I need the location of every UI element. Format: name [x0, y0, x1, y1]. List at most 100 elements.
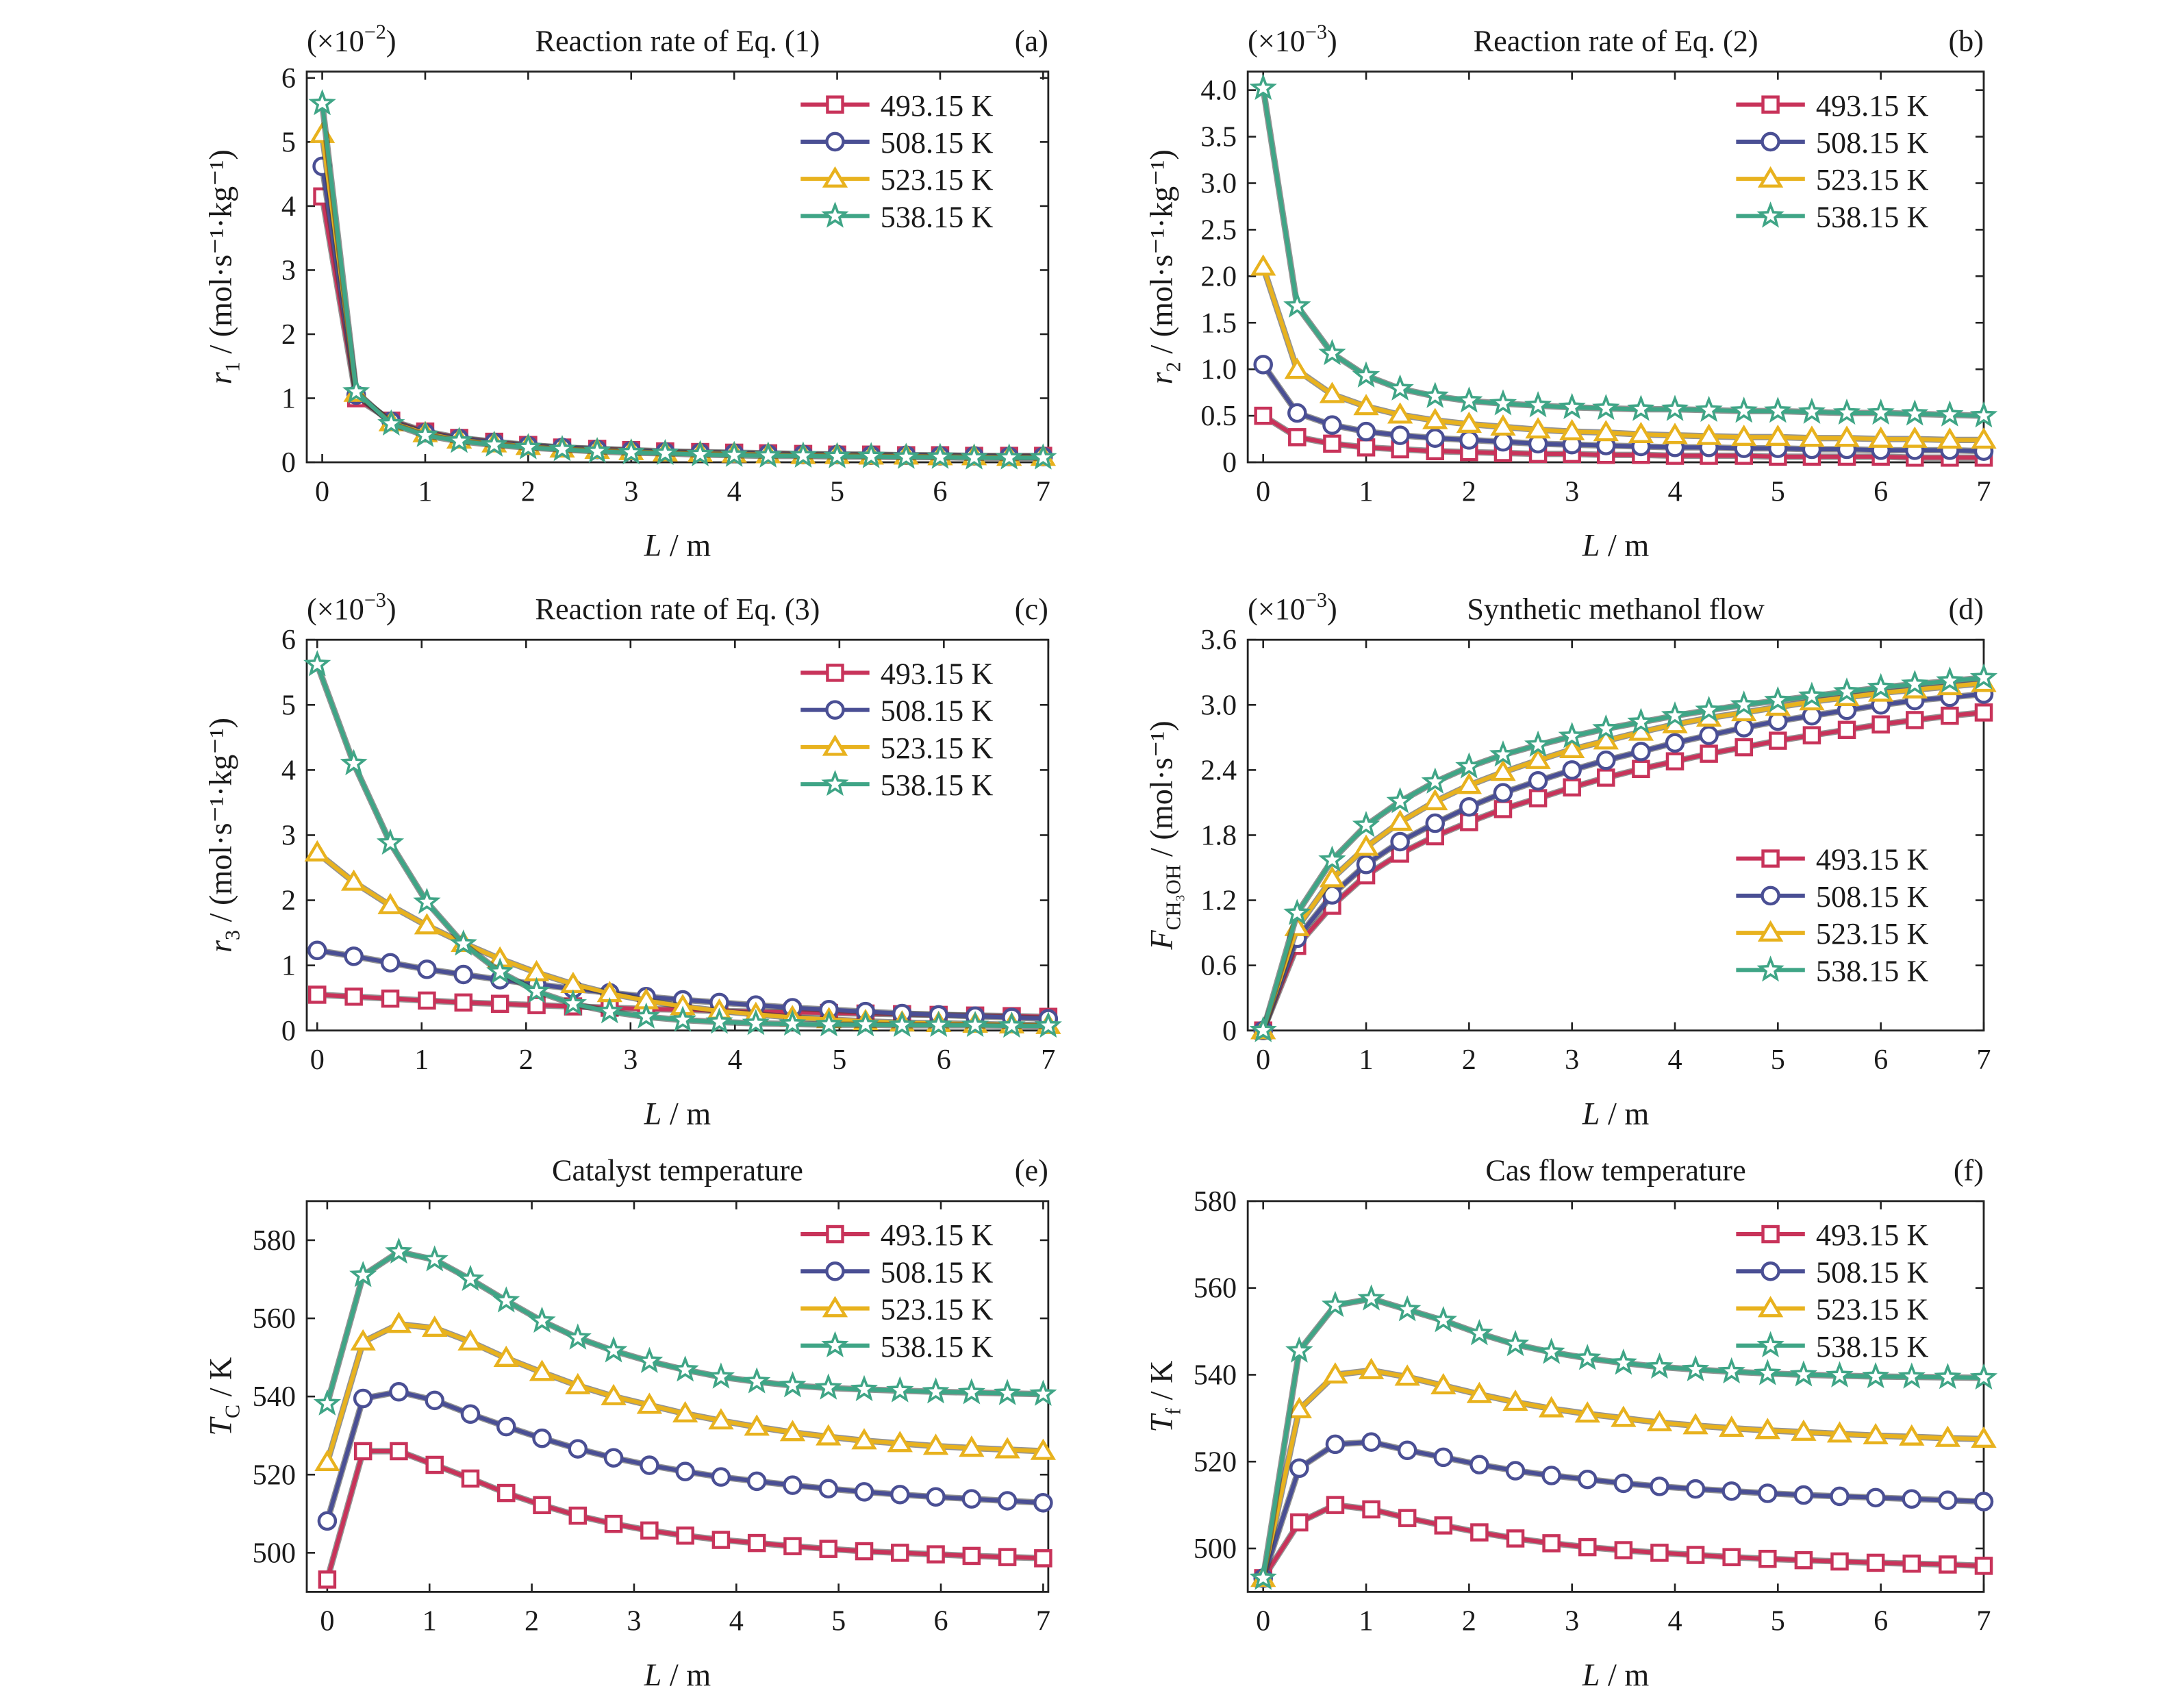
y-tick-label: 2 [281, 885, 296, 917]
data-point [1490, 414, 1516, 436]
series-493-15-K [1254, 406, 1993, 467]
data-point [425, 1390, 444, 1411]
data-point [390, 1442, 408, 1461]
data-point [1465, 1318, 1493, 1346]
y-tick-label: 1.2 [1200, 885, 1237, 917]
data-point [994, 1437, 1020, 1459]
data-point [1682, 1413, 1708, 1435]
data-point [1358, 1357, 1385, 1379]
data-point [1798, 397, 1826, 424]
legend-marker [1757, 920, 1784, 942]
data-point [603, 1448, 624, 1468]
data-point [1867, 673, 1895, 699]
chart-panel-e: 0 1 2 3 4 5 6 7 500 520 540 560 580 Catalyst temperat… [203, 1154, 1057, 1692]
data-point [1362, 1500, 1380, 1519]
data-point [789, 441, 818, 468]
legend-label: 523.15 K [881, 1293, 994, 1327]
data-point [1719, 1416, 1745, 1437]
data-point [461, 1469, 480, 1488]
series-508-15-K [1253, 1432, 1994, 1588]
data-point [1506, 1529, 1525, 1548]
data-point [313, 1389, 342, 1416]
y-axis-subscript: 2 [1162, 362, 1185, 372]
series-line [1261, 363, 1984, 453]
data-point [926, 1487, 946, 1507]
data-point [1254, 406, 1272, 425]
data-point [307, 985, 327, 1004]
data-point [1433, 1447, 1454, 1468]
chart-title: Reaction rate of Eq. (1) [535, 24, 820, 58]
series-523-15-K [314, 1311, 1057, 1472]
data-point [961, 1489, 982, 1509]
legend-label: 538.15 K [881, 1330, 994, 1364]
x-tick-label: 3 [1565, 1605, 1579, 1637]
chart-title: Synthetic methanol flow [1467, 592, 1765, 626]
multiplier-base: (×10 [1248, 24, 1305, 58]
x-tick-label: 6 [1874, 1605, 1888, 1637]
legend-marker [1756, 201, 1784, 228]
x-tick-label: 1 [414, 1044, 429, 1076]
data-point [599, 1336, 628, 1363]
data-point [1542, 1534, 1561, 1553]
y-tick-label: 5 [281, 689, 296, 721]
x-axis-symbol: L [1582, 528, 1600, 563]
x-tick-label: 5 [1771, 475, 1785, 507]
data-point [675, 1461, 695, 1481]
legend-label: 493.15 K [1816, 89, 1929, 123]
data-point [1319, 381, 1346, 403]
x-tick-label: 7 [1976, 1605, 1991, 1637]
x-tick-label: 4 [1667, 1605, 1682, 1637]
data-point [814, 1373, 842, 1400]
data-point [823, 442, 851, 468]
legend-marker [1761, 1225, 1780, 1244]
data-point [314, 1449, 340, 1472]
data-point [1717, 1357, 1745, 1384]
series-line [320, 196, 1044, 458]
x-tick-label: 6 [933, 1605, 948, 1637]
x-tick-label: 1 [422, 1605, 437, 1637]
data-point [1661, 394, 1689, 421]
y-axis-subscript: CH₃OH [1162, 864, 1185, 930]
x-tick-label: 0 [315, 475, 329, 507]
multiplier-close: ) [1327, 24, 1337, 58]
data-point [1357, 1284, 1385, 1311]
data-point [318, 1570, 337, 1589]
data-point [1455, 386, 1483, 413]
y-tick-label: 0 [281, 1015, 296, 1047]
data-point [340, 869, 367, 891]
data-point [496, 1416, 516, 1437]
legend-marker [822, 1296, 848, 1318]
data-point [1528, 770, 1548, 791]
data-point [1939, 1555, 1957, 1574]
data-point [1460, 813, 1478, 831]
data-point [529, 1359, 555, 1381]
legend-label: 493.15 K [881, 89, 994, 123]
x-axis-unit: / m [661, 528, 711, 563]
axis-multiplier: (×10−3) [307, 588, 396, 626]
legend-label: 508.15 K [1816, 880, 1929, 914]
axis-multiplier: (×10−3) [1248, 588, 1337, 626]
x-tick-label: 2 [521, 475, 535, 507]
series-493-15-K [1254, 703, 1993, 1040]
legend-label: 523.15 K [881, 163, 994, 197]
data-point [1941, 706, 1959, 725]
x-tick-label: 4 [729, 1605, 744, 1637]
data-point [1826, 1421, 1853, 1443]
data-point [445, 427, 473, 453]
x-tick-label: 6 [1874, 475, 1888, 507]
data-point [1661, 701, 1689, 728]
x-tick-label: 3 [1565, 1044, 1579, 1076]
panel-label: (c) [1015, 592, 1048, 626]
x-tick-label: 2 [525, 1605, 539, 1637]
data-point [1899, 1424, 1925, 1446]
chart-panel-a: 0 1 2 3 4 5 6 7 0 1 2 3 4 5 6 Reaction rate of Eq. (1) (… [203, 20, 1057, 563]
data-point [1456, 773, 1483, 794]
data-point [886, 1376, 914, 1403]
data-point [1614, 1541, 1633, 1559]
x-tick-label: 2 [1462, 475, 1476, 507]
data-point [1357, 438, 1376, 457]
data-point [1250, 254, 1276, 276]
data-point [711, 1531, 731, 1549]
y-tick-label: 3.0 [1200, 689, 1237, 721]
data-point [1765, 424, 1791, 447]
